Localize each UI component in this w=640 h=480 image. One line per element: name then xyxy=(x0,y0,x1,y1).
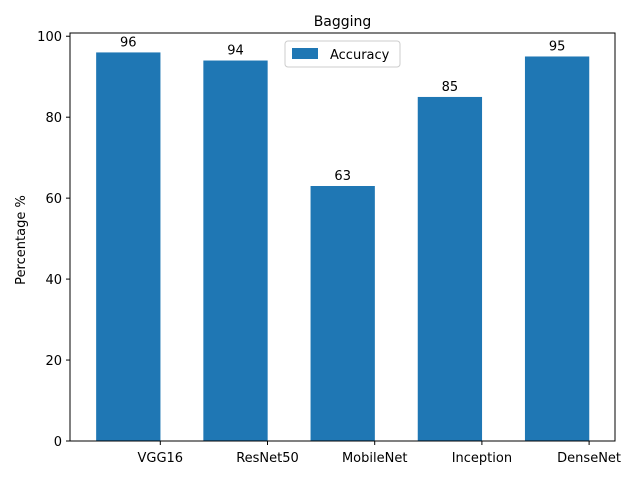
x-tick-label-inception: Inception xyxy=(452,451,512,466)
data-label-densenet: 95 xyxy=(549,39,566,54)
bar-mobilenet xyxy=(310,186,375,441)
data-label-inception: 85 xyxy=(442,80,459,95)
bar-densenet xyxy=(524,56,590,441)
chart-title: Bagging xyxy=(314,14,372,30)
bars-group xyxy=(96,52,590,442)
data-labels: 96 94 63 85 95 xyxy=(120,35,565,184)
y-tick-label-20: 20 xyxy=(45,354,62,369)
x-axis-ticks: VGG16 ResNet50 MobileNet Inception DenseNet xyxy=(138,441,621,466)
plot-frame xyxy=(69,32,616,442)
data-label-vgg16: 96 xyxy=(120,35,137,50)
y-tick-label-100: 100 xyxy=(37,30,62,45)
data-label-mobilenet: 63 xyxy=(334,169,351,184)
data-label-resnet50: 94 xyxy=(227,44,244,59)
x-tick-label-densenet: DenseNet xyxy=(557,451,621,466)
y-tick-label-40: 40 xyxy=(45,273,62,288)
legend-box xyxy=(284,40,401,68)
bar-vgg16 xyxy=(96,52,161,442)
y-tick-label-80: 80 xyxy=(45,111,62,126)
y-axis-ticks: 0 20 40 60 80 100 xyxy=(37,30,70,450)
bar-resnet50 xyxy=(203,60,268,442)
legend-label: Accuracy xyxy=(330,48,390,63)
legend-swatch xyxy=(292,48,318,59)
x-tick-label-resnet50: ResNet50 xyxy=(236,451,299,466)
x-tick-label-vgg16: VGG16 xyxy=(138,451,184,466)
y-tick-label-60: 60 xyxy=(45,192,62,207)
legend: Accuracy xyxy=(284,40,401,68)
x-tick-label-mobilenet: MobileNet xyxy=(342,451,407,466)
y-axis-label: Percentage % xyxy=(14,195,29,285)
bar-inception xyxy=(417,96,483,441)
y-tick-label-0: 0 xyxy=(54,435,62,450)
